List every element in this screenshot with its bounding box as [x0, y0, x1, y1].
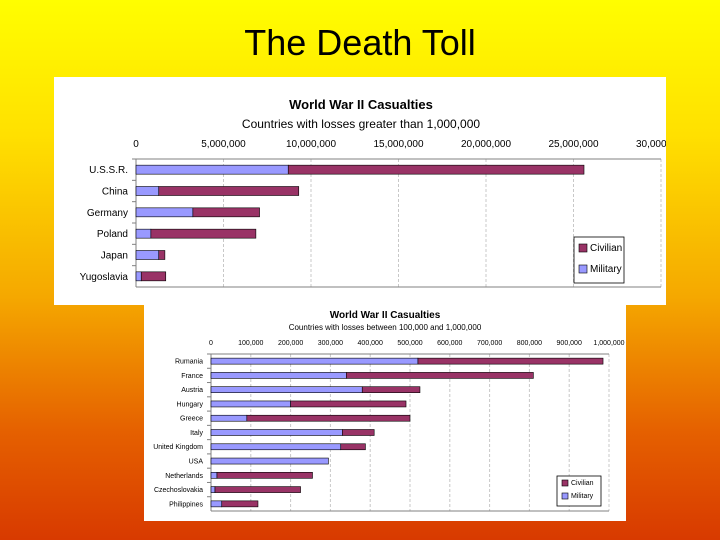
x-tick-label: 900,000 — [557, 340, 582, 347]
bar-military-france — [210, 372, 347, 379]
x-tick-label: 25,000,000 — [548, 139, 598, 150]
category-label-greece: Greece — [180, 416, 203, 423]
bar-military-philippines — [210, 500, 223, 508]
x-tick-label: 20,000,000 — [461, 139, 511, 150]
bar-military-greece — [210, 414, 248, 422]
x-tick-label: 300,000 — [318, 340, 343, 347]
category-label-united-kingdom: United Kingdom — [153, 444, 203, 451]
bar-military-yugoslavia — [135, 271, 142, 282]
category-label-czechoslovakia: Czechoslovakia — [154, 487, 203, 494]
legend-label-military: Military — [571, 493, 594, 500]
bar-civilian-japan — [158, 250, 166, 260]
category-label-italy: Italy — [190, 430, 203, 437]
bar-military-hungary — [210, 400, 291, 408]
bar-civilian-france — [346, 372, 534, 379]
bar-civilian-rumania — [417, 357, 604, 365]
bar-civilian-netherlands — [216, 472, 313, 479]
category-label-hungary: Hungary — [177, 401, 204, 408]
bar-military-rumania — [210, 357, 419, 365]
chart-panel-minor-losses: World War II Casualties Countries with l… — [144, 302, 626, 521]
x-tick-label: 1,000,000 — [593, 340, 624, 347]
category-label-japan: Japan — [101, 251, 128, 262]
category-label-poland: Poland — [97, 229, 128, 240]
bar-civilian-u-s-s-r — [287, 164, 585, 175]
bar-civilian-austria — [361, 386, 421, 393]
bar-civilian-united-kingdom — [340, 443, 366, 451]
legend-label-civilian: Civilian — [571, 480, 594, 487]
bar-military-u-s-s-r — [135, 164, 289, 175]
legend-swatch-military — [578, 264, 588, 274]
bar-military-poland — [135, 228, 152, 239]
bar-civilian-greece — [246, 414, 411, 422]
bar-military-czechoslovakia — [210, 486, 216, 493]
bar-civilian-philippines — [221, 500, 259, 508]
bar-military-italy — [210, 429, 343, 436]
category-label-germany: Germany — [87, 208, 128, 219]
legend-swatch-civilian — [578, 243, 588, 253]
bar-civilian-china — [158, 186, 300, 196]
legend: Civilian Military — [556, 475, 602, 507]
bar-civilian-hungary — [290, 400, 407, 408]
bar-military-china — [135, 186, 160, 196]
category-label-france: France — [181, 373, 203, 380]
chart-minor-losses: World War II Casualties Countries with l… — [153, 310, 625, 512]
chart-major-losses: World War II Casualties Countries with l… — [80, 97, 666, 288]
x-tick-label: 15,000,000 — [373, 139, 423, 150]
category-label-china: China — [102, 187, 129, 198]
bar-military-united-kingdom — [210, 443, 342, 451]
x-tick-label: 700,000 — [477, 340, 502, 347]
x-tick-label: 400,000 — [358, 340, 383, 347]
legend-label-civilian: Civilian — [590, 243, 622, 254]
chart-title: World War II Casualties — [330, 310, 441, 321]
x-tick-label: 600,000 — [437, 340, 462, 347]
category-label-u-s-s-r: U.S.S.R. — [89, 165, 128, 176]
category-label-rumania: Rumania — [175, 359, 203, 366]
category-label-usa: USA — [189, 458, 204, 465]
bar-civilian-poland — [150, 228, 257, 239]
bar-civilian-italy — [342, 429, 375, 436]
bar-civilian-germany — [192, 207, 260, 218]
category-label-philippines: Philippines — [169, 501, 203, 508]
category-label-yugoslavia: Yugoslavia — [80, 272, 129, 283]
chart-panel-major-losses: World War II Casualties Countries with l… — [54, 77, 666, 305]
bar-civilian-yugoslavia — [140, 271, 167, 282]
bar-military-netherlands — [210, 472, 218, 479]
legend-swatch-civilian — [561, 479, 569, 487]
x-tick-label: 100,000 — [238, 340, 263, 347]
slide-title: The Death Toll — [244, 22, 476, 63]
bar-military-austria — [210, 386, 363, 393]
x-tick-label: 0 — [133, 139, 139, 150]
x-tick-label: 0 — [209, 340, 213, 347]
x-tick-label: 30,000,000 — [636, 139, 666, 150]
x-tick-label: 800,000 — [517, 340, 542, 347]
legend: Civilian Military — [573, 236, 625, 284]
category-label-netherlands: Netherlands — [165, 473, 203, 480]
legend-swatch-military — [561, 492, 569, 500]
x-tick-label: 5,000,000 — [201, 139, 246, 150]
chart-subtitle: Countries with losses greater than 1,000… — [242, 117, 480, 131]
x-tick-label: 200,000 — [278, 340, 303, 347]
bar-military-japan — [135, 250, 160, 260]
bar-military-usa — [210, 457, 329, 465]
x-tick-label: 10,000,000 — [286, 139, 336, 150]
x-tick-label: 500,000 — [397, 340, 422, 347]
legend-label-military: Military — [590, 264, 622, 275]
bar-civilian-czechoslovakia — [214, 486, 301, 493]
chart-title: World War II Casualties — [289, 97, 433, 112]
chart-subtitle: Countries with losses between 100,000 an… — [289, 323, 482, 332]
category-label-austria: Austria — [181, 387, 203, 394]
bar-military-germany — [135, 207, 194, 218]
